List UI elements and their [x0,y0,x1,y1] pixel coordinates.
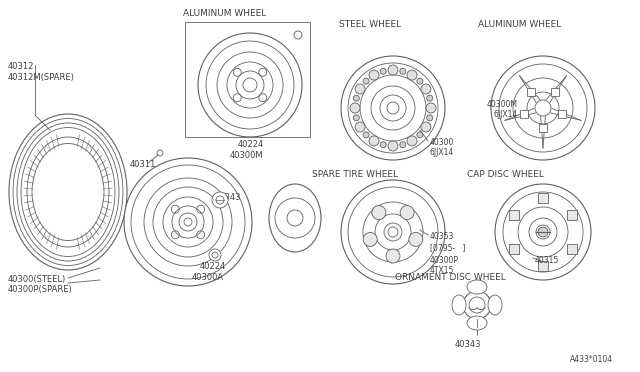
Circle shape [409,232,423,246]
Circle shape [463,291,491,319]
Circle shape [538,227,548,237]
Bar [568,244,577,254]
Circle shape [417,132,423,138]
Text: 40300M
6JJX14: 40300M 6JJX14 [487,100,518,119]
Bar [558,110,566,118]
Text: 40300M: 40300M [230,151,264,160]
Text: 40311: 40311 [130,160,156,169]
Text: 40353: 40353 [430,232,454,241]
Ellipse shape [452,295,466,315]
Ellipse shape [467,280,487,294]
Ellipse shape [467,316,487,330]
Circle shape [363,132,369,138]
Text: 40300A: 40300A [192,273,224,282]
Text: ALUMINUM WHEEL: ALUMINUM WHEEL [478,20,562,29]
Circle shape [427,115,433,121]
Bar [538,261,548,271]
Text: 40224: 40224 [200,262,227,271]
Text: 40300
6JJX14: 40300 6JJX14 [430,138,454,157]
Circle shape [388,65,398,75]
Bar [538,193,548,203]
Text: 40312M(SPARE): 40312M(SPARE) [8,73,75,82]
Text: 40343: 40343 [215,193,241,202]
Circle shape [427,95,433,101]
Text: CAP DISC WHEEL: CAP DISC WHEEL [467,170,543,179]
Text: A433*0104: A433*0104 [570,355,613,364]
Circle shape [372,206,386,219]
Ellipse shape [488,295,502,315]
Circle shape [400,68,406,74]
Text: 40311: 40311 [218,73,244,82]
Bar [527,88,535,96]
Text: 40312: 40312 [8,62,35,71]
Circle shape [369,70,379,80]
Circle shape [341,56,445,160]
Text: ALUMINUM WHEEL: ALUMINUM WHEEL [184,9,267,18]
Circle shape [421,122,431,132]
Circle shape [355,84,365,94]
Bar [520,110,528,118]
Bar [539,124,547,132]
Circle shape [363,232,377,246]
Circle shape [400,206,414,219]
Circle shape [198,33,302,137]
Text: 40315: 40315 [282,193,308,202]
Ellipse shape [9,114,127,270]
Circle shape [417,78,423,84]
Circle shape [363,78,369,84]
Circle shape [353,95,359,101]
Circle shape [350,103,360,113]
Circle shape [369,136,379,146]
Text: 40300P
4TX15: 40300P 4TX15 [430,256,459,275]
Circle shape [407,70,417,80]
Bar [185,22,310,137]
Bar [568,210,577,220]
Circle shape [421,84,431,94]
Bar [509,244,518,254]
Circle shape [380,142,386,148]
Bar [551,88,559,96]
Circle shape [353,115,359,121]
Circle shape [386,249,400,263]
Text: 40343: 40343 [455,340,481,349]
Circle shape [355,122,365,132]
Text: 40224: 40224 [238,140,264,149]
Circle shape [426,103,436,113]
Text: SPARE TIRE WHEEL: SPARE TIRE WHEEL [312,170,398,179]
Ellipse shape [269,184,321,252]
Text: [0795-   ]: [0795- ] [430,243,465,252]
Text: 40300P(SPARE): 40300P(SPARE) [8,285,73,294]
Circle shape [491,56,595,160]
Circle shape [124,158,252,286]
Text: 40315: 40315 [535,256,559,265]
Circle shape [400,142,406,148]
Circle shape [380,68,386,74]
Circle shape [341,180,445,284]
Circle shape [212,192,228,208]
Circle shape [495,184,591,280]
Text: 40300(STEEL): 40300(STEEL) [8,275,67,284]
Circle shape [209,249,221,261]
Text: STEEL WHEEL: STEEL WHEEL [339,20,401,29]
Circle shape [388,141,398,151]
Bar [509,210,518,220]
Circle shape [407,136,417,146]
Text: ORNAMENT DISC WHEEL: ORNAMENT DISC WHEEL [395,273,506,282]
